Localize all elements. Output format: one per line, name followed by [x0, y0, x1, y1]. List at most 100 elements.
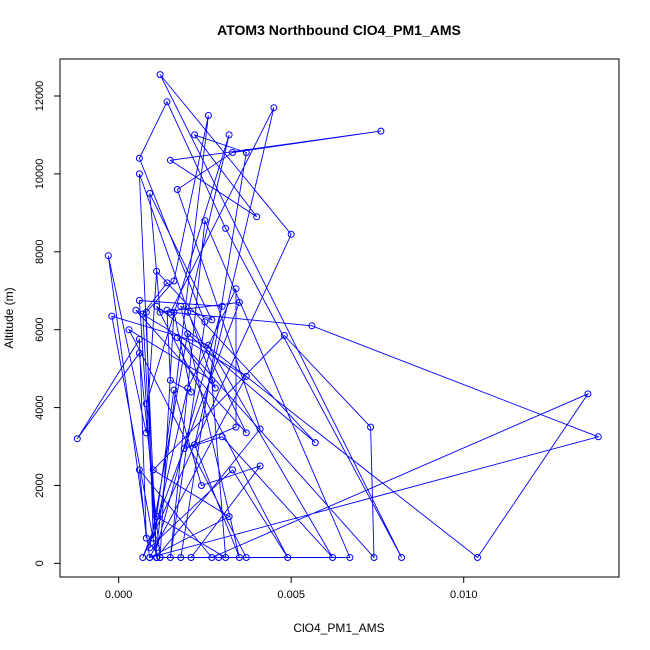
data-point [156, 308, 164, 316]
data-point [474, 554, 481, 561]
data-point [218, 433, 226, 441]
data-point [166, 308, 174, 316]
data-point [398, 554, 406, 561]
data-point [153, 302, 161, 310]
data-point [146, 544, 154, 552]
data-point [594, 433, 602, 441]
data-point [208, 554, 216, 561]
data-point [104, 252, 112, 260]
data-point [222, 224, 230, 232]
data-point [153, 554, 161, 561]
y-tick-label: 0 [34, 560, 46, 566]
data-point [142, 400, 150, 408]
data-point [125, 326, 133, 334]
data-point [218, 302, 226, 310]
data-point [184, 330, 192, 338]
data-point [308, 322, 316, 330]
data-point [346, 554, 354, 561]
data-point [163, 98, 171, 106]
y-axis-ticks: 0 2000 4000 6000 8000 10000 12000 [34, 81, 60, 566]
data-point [156, 71, 164, 79]
x-tick-label: 0.005 [277, 589, 305, 601]
data-point [153, 513, 161, 521]
x-tick-label: 0.010 [450, 589, 478, 601]
data-point [253, 213, 261, 221]
data-point [270, 104, 278, 112]
data-point [108, 312, 116, 320]
data-point [287, 230, 295, 238]
data-point [187, 554, 195, 561]
data-point [284, 554, 292, 561]
y-tick-label: 10000 [34, 159, 46, 190]
data-point [177, 554, 185, 561]
data-point [180, 445, 188, 452]
data-point [166, 376, 174, 384]
data-point [242, 372, 250, 380]
y-tick-label: 6000 [34, 317, 46, 341]
data-point [146, 554, 154, 561]
data-point [135, 466, 143, 474]
data-point [153, 267, 161, 275]
data-point [135, 297, 143, 304]
data-point [229, 466, 236, 474]
data-point [198, 482, 205, 489]
data-point [242, 554, 250, 561]
data-point [135, 170, 143, 178]
data-point [139, 310, 147, 318]
chart-title: ATOM3 Northbound ClO4_PM1_AMS [217, 22, 461, 38]
data-point [584, 390, 592, 398]
data-point [163, 306, 171, 314]
x-axis-ticks: 0.000 0.005 0.010 [105, 577, 478, 601]
data-point [191, 131, 199, 139]
data-point [367, 423, 375, 431]
data-point [191, 441, 199, 449]
data-point [149, 534, 157, 542]
data-point [256, 425, 264, 433]
data-point [280, 332, 288, 339]
data-point [135, 154, 143, 162]
data-point [166, 156, 174, 164]
data-point [201, 318, 209, 326]
data-point [139, 554, 147, 561]
data-point [222, 554, 230, 561]
data-point [187, 388, 195, 396]
data-point [256, 462, 264, 470]
data-point [173, 334, 181, 341]
data-point [242, 149, 250, 156]
data-point [170, 308, 178, 316]
data-point [208, 376, 216, 384]
plot-frame [59, 58, 620, 578]
x-axis-label: ClO4_PM1_AMS [293, 621, 384, 635]
data-point [225, 131, 233, 139]
data-point [215, 554, 223, 561]
y-axis-label: Altitude (m) [2, 287, 16, 348]
series-layer [73, 71, 602, 561]
series-line [76, 74, 600, 559]
data-point [153, 544, 161, 552]
data-point [142, 429, 150, 437]
data-point [242, 429, 250, 437]
y-tick-label: 4000 [34, 395, 46, 419]
data-point [229, 149, 236, 156]
y-tick-label: 2000 [34, 473, 46, 497]
data-point [173, 186, 181, 193]
data-point [184, 308, 192, 316]
data-point [142, 308, 150, 316]
y-tick-label: 12000 [34, 81, 46, 112]
data-point [225, 513, 233, 521]
data-point [329, 554, 337, 561]
data-point [170, 277, 178, 285]
x-tick-label: 0.000 [105, 589, 133, 601]
data-point [208, 316, 216, 324]
data-point [73, 435, 81, 443]
data-point [201, 217, 209, 225]
data-point [370, 554, 378, 561]
data-point [177, 302, 185, 310]
y-tick-label: 8000 [34, 240, 46, 264]
data-point [204, 341, 212, 349]
data-point [135, 335, 143, 343]
data-point [311, 439, 319, 447]
